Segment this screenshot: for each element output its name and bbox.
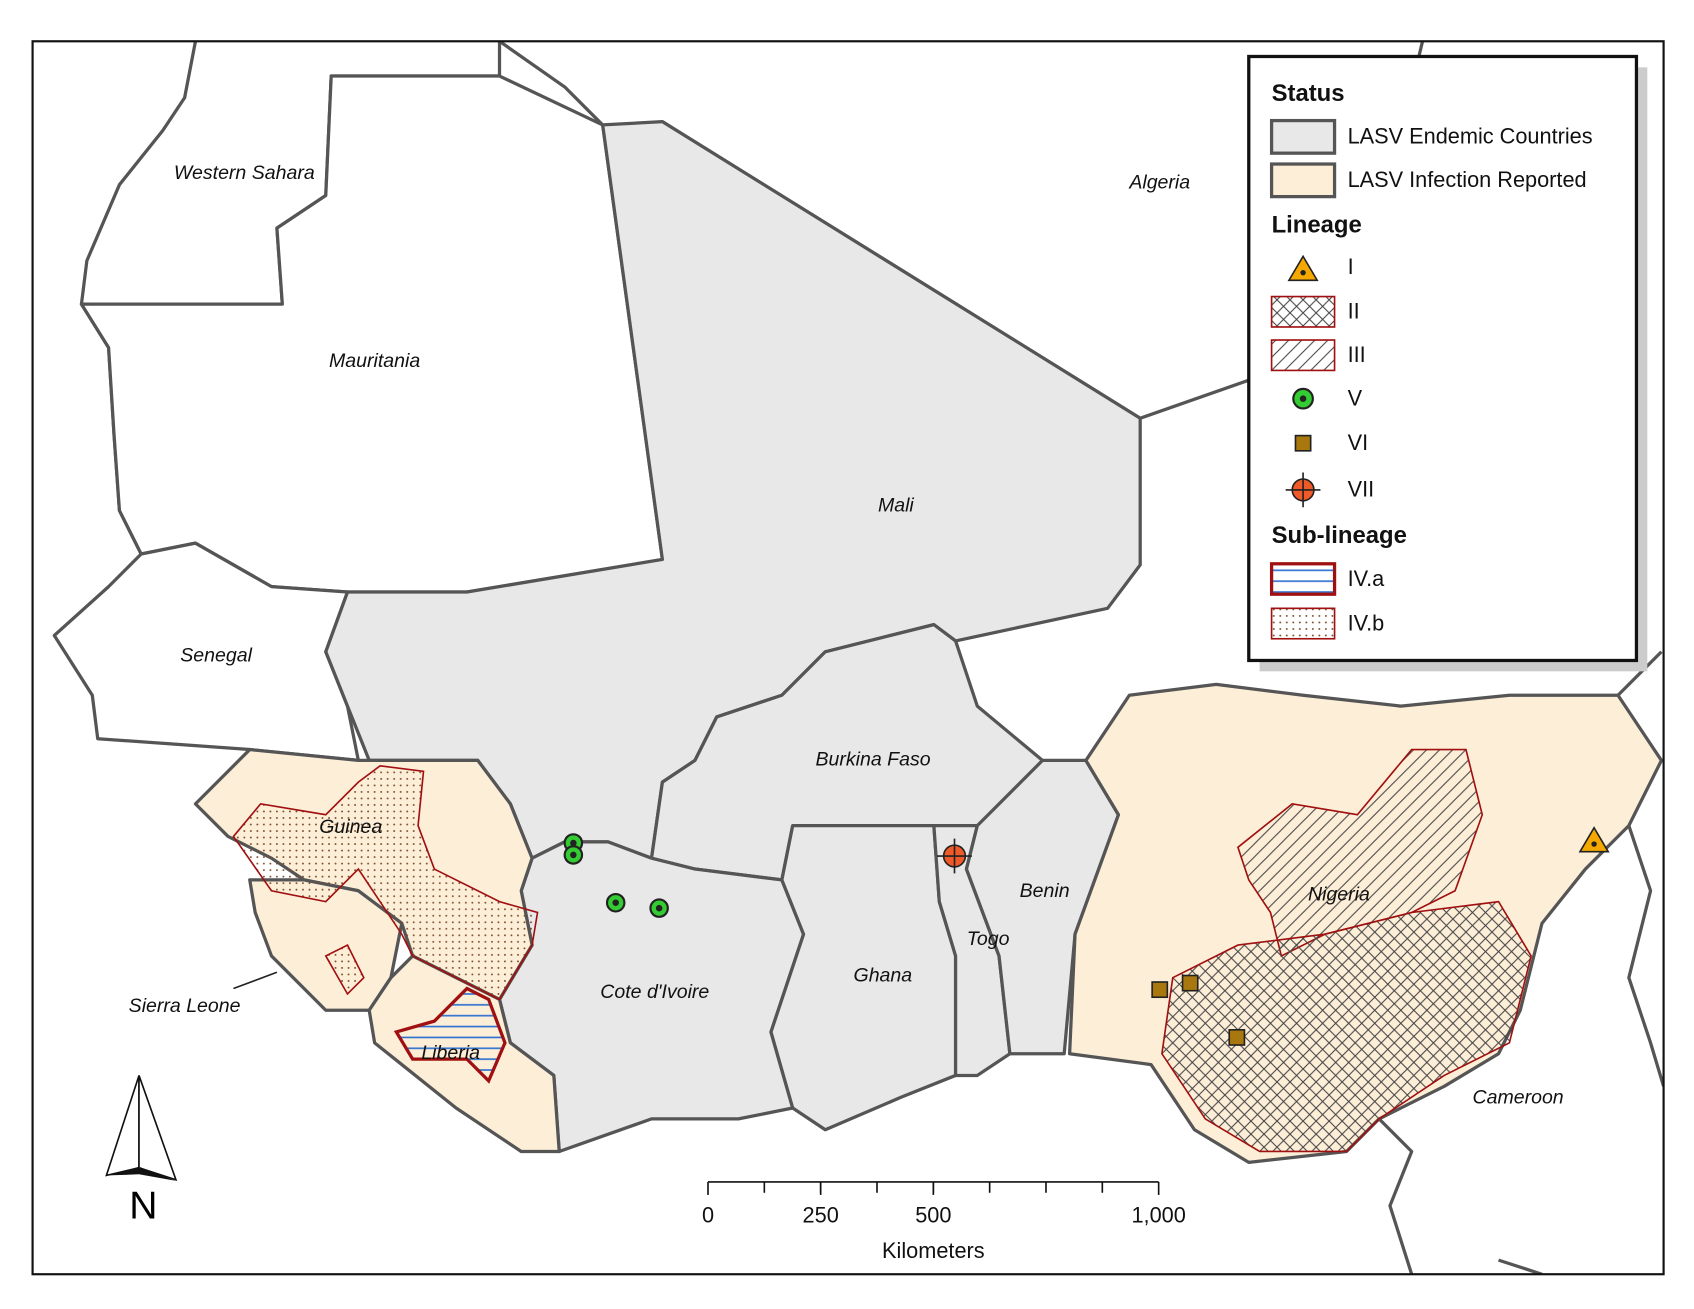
country-label: Senegal [180,644,252,666]
country-label: Ghana [854,965,913,987]
sublineage-ivb-region [232,764,539,1001]
country-label: Burkina Faso [816,749,931,771]
legend-label: IV.b [1348,610,1385,635]
frame [31,40,1665,1276]
lineage-i-marker [1578,826,1610,853]
scale-tick-label: 250 [803,1202,839,1227]
legend-label: LASV Endemic Countries [1348,124,1593,149]
country-label: Western Sahara [174,162,315,184]
legend-label: LASV Infection Reported [1348,167,1587,192]
legend-symbols [1269,118,1337,640]
country-label: Mauritania [329,350,420,372]
north-arrow [105,1075,178,1182]
legend-label: VI [1348,430,1369,455]
scale-tick-label: 500 [915,1202,951,1227]
sublineage-iva-region [393,986,507,1084]
legend-heading: Lineage [1272,211,1362,238]
country-label: Liberia [421,1042,480,1064]
legend-heading: Status [1272,80,1345,107]
country-label: Mali [878,494,914,516]
scale-unit: Kilometers [882,1238,985,1263]
scale-tick-label: 1,000 [1131,1202,1185,1227]
legend-label: III [1348,342,1366,367]
lineage-vi-markers [1151,974,1246,1046]
country-label: Togo [967,928,1010,950]
country-label: Guinea [319,816,382,838]
benin [964,758,1121,1056]
legend-label: VII [1348,477,1375,502]
lineage-iii-region [1236,748,1484,958]
country-label: Benin [1020,880,1070,902]
country-label: Cameroon [1472,1086,1563,1108]
legend-label: I [1348,254,1354,279]
country-label: Algeria [1128,172,1190,194]
country-label: Cote d'Ivoire [600,981,709,1003]
lineage-vii-marker [937,838,972,874]
scale-tick-label: 0 [702,1202,714,1227]
lineage-ii-region [1161,900,1532,1153]
country-label: Sierra Leone [129,995,241,1017]
legend-label: II [1348,299,1360,324]
legend-heading: Sub-lineage [1272,522,1407,549]
legend-label: V [1348,385,1363,410]
legend-label: IV.a [1348,566,1386,591]
country-label: Nigeria [1308,883,1370,905]
north-label: N [129,1184,157,1227]
